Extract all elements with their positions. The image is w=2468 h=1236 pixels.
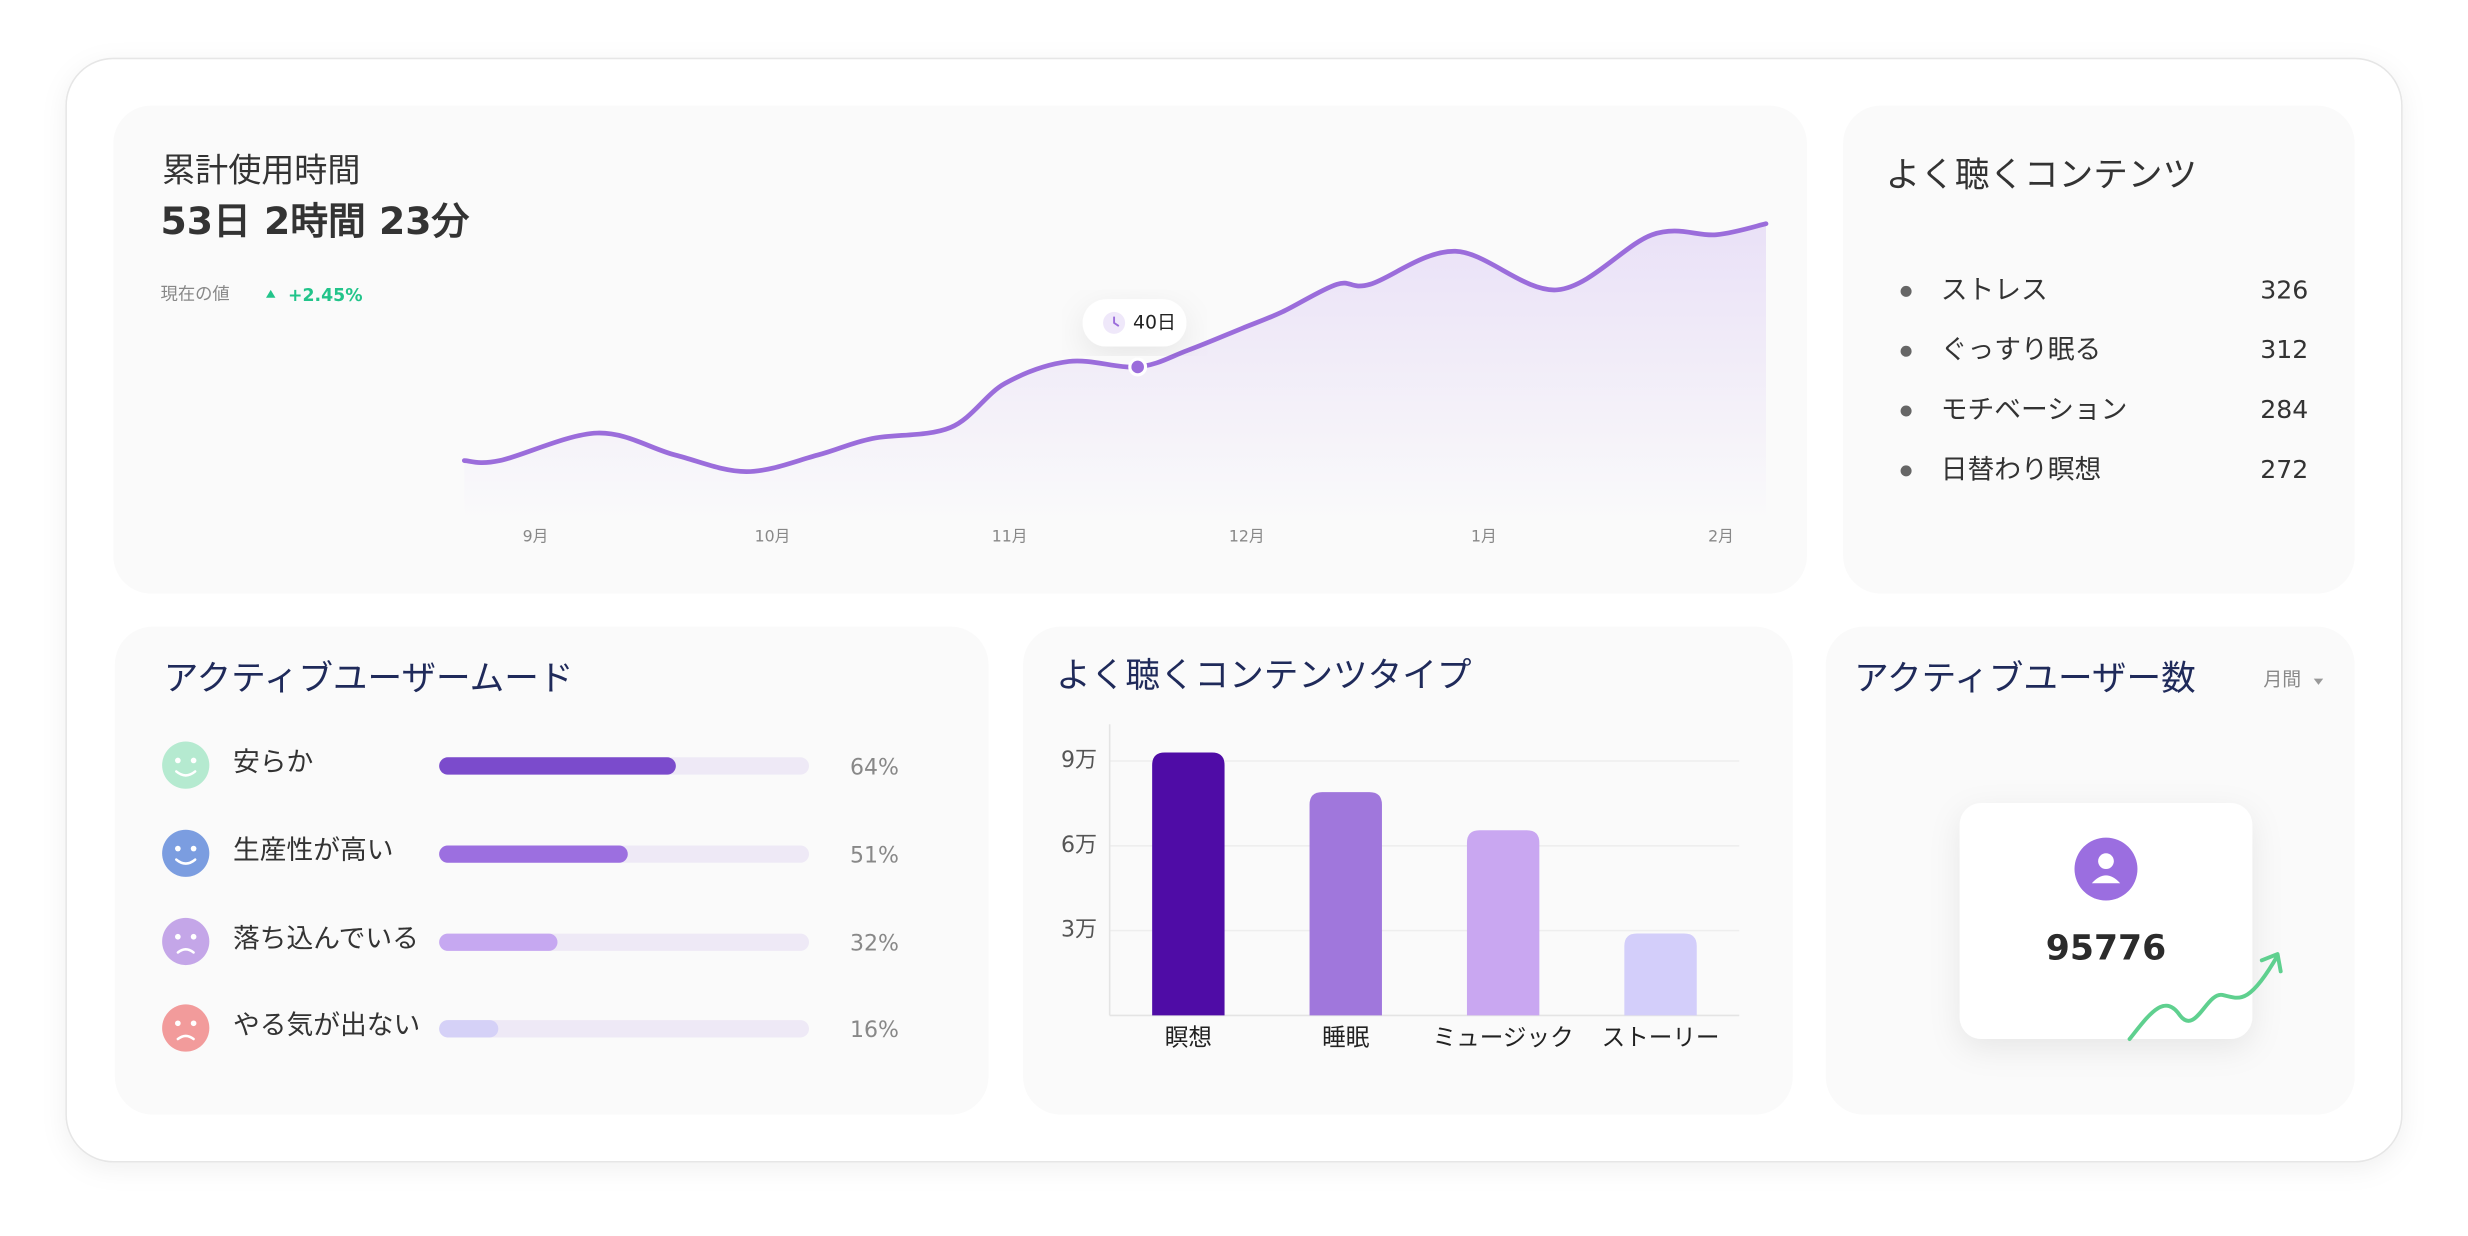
- mood-mouth: [176, 948, 195, 954]
- card-title: 累計使用時間: [162, 150, 360, 189]
- bar: [1466, 830, 1540, 1016]
- mood-mouth: [176, 1034, 195, 1041]
- x-tick-label: 睡眠: [1322, 1024, 1370, 1052]
- mood-eye: [190, 933, 197, 940]
- value-label: 32%: [850, 932, 899, 957]
- value-label: 16%: [850, 1018, 899, 1043]
- tooltip-label: 40日: [1133, 311, 1176, 333]
- card-title: アクティブユーザー数: [1854, 659, 2196, 699]
- x-tick-label: 10月: [755, 526, 791, 545]
- mood-eye: [175, 1020, 181, 1027]
- content-count: 284: [2260, 395, 2308, 424]
- card-title: よく聴くコンテンツタイプ: [1056, 656, 1472, 696]
- x-tick-label: 11月: [992, 526, 1028, 545]
- user-card: [1959, 802, 2253, 1040]
- mood-icon: [162, 917, 210, 966]
- bar: [439, 1020, 499, 1038]
- content-name: モチベーション: [1941, 395, 2128, 426]
- highlight-point: [1128, 357, 1148, 377]
- line-area: [464, 223, 1767, 522]
- bullet: [1900, 285, 1912, 297]
- user-icon-head: [2098, 853, 2114, 870]
- mood-label: 生産性が高い: [233, 835, 394, 866]
- bullet: [1900, 405, 1912, 417]
- y-tick-label: 3万: [1061, 918, 1097, 943]
- bar: [439, 933, 558, 951]
- user-icon-body: [2091, 875, 2121, 884]
- bar-track: [439, 1020, 810, 1038]
- x-tick-label: ストーリー: [1602, 1024, 1720, 1052]
- mood-eye: [175, 933, 181, 940]
- content-count: 312: [2260, 335, 2308, 364]
- tooltip-icon-hand: [1113, 316, 1120, 327]
- y-tick-label: 9万: [1061, 748, 1097, 773]
- content-count: 326: [2260, 275, 2308, 304]
- bar: [1309, 792, 1382, 1016]
- mood-label: 落ち込んでいる: [233, 923, 419, 954]
- bar: [439, 757, 676, 775]
- x-tick-label: ミュージック: [1433, 1024, 1574, 1052]
- trend-arrow: [2127, 953, 2280, 1042]
- content-name: 日替わり瞑想: [1941, 454, 2102, 485]
- mood-eye: [190, 1020, 197, 1027]
- bullet: [1900, 465, 1912, 477]
- current-label: 現在の値: [161, 285, 230, 305]
- value-label: 51%: [850, 843, 899, 868]
- period-dropdown[interactable]: 月間: [2263, 669, 2301, 691]
- content-name: ぐっすり眠る: [1941, 335, 2102, 366]
- mood-icon: [162, 829, 210, 877]
- headline: 53日 2時間 23分: [161, 199, 470, 243]
- mood-eye: [175, 757, 181, 764]
- card: [1843, 105, 2355, 594]
- x-tick-label: 12月: [1229, 526, 1265, 545]
- mood-mouth: [175, 858, 197, 865]
- x-tick-label: 2月: [1708, 526, 1734, 545]
- bar: [439, 845, 628, 863]
- mood-eye: [175, 845, 181, 852]
- mood-icon: [162, 1004, 210, 1052]
- x-tick-label: 1月: [1471, 526, 1497, 545]
- content-name: ストレス: [1941, 275, 2048, 306]
- card-title: よく聴くコンテンツ: [1886, 155, 2197, 195]
- mood-eye: [190, 757, 197, 764]
- trend-arrow-head: [2259, 952, 2283, 974]
- y-tick-label: 6万: [1061, 833, 1097, 858]
- user-count: 95776: [2046, 928, 2166, 968]
- bullet: [1900, 345, 1912, 357]
- mood-label: 安らか: [233, 747, 313, 778]
- mood-label: やる気が出ない: [233, 1010, 420, 1041]
- mood-eye: [190, 845, 197, 852]
- tooltip: [1082, 299, 1187, 347]
- caret: [2313, 678, 2324, 685]
- value-label: 64%: [850, 755, 899, 780]
- card-title: アクティブユーザームード: [164, 659, 574, 699]
- x-tick-label: 瞑想: [1165, 1024, 1212, 1052]
- mood-icon: [162, 741, 210, 789]
- change: +2.45%: [288, 286, 362, 306]
- mood-mouth: [175, 770, 197, 777]
- bar: [1152, 752, 1225, 1016]
- card: [114, 626, 989, 1115]
- x-tick-label: 9月: [523, 526, 549, 545]
- up-icon: [266, 289, 276, 298]
- content-count: 272: [2260, 455, 2308, 484]
- bar: [1624, 933, 1697, 1016]
